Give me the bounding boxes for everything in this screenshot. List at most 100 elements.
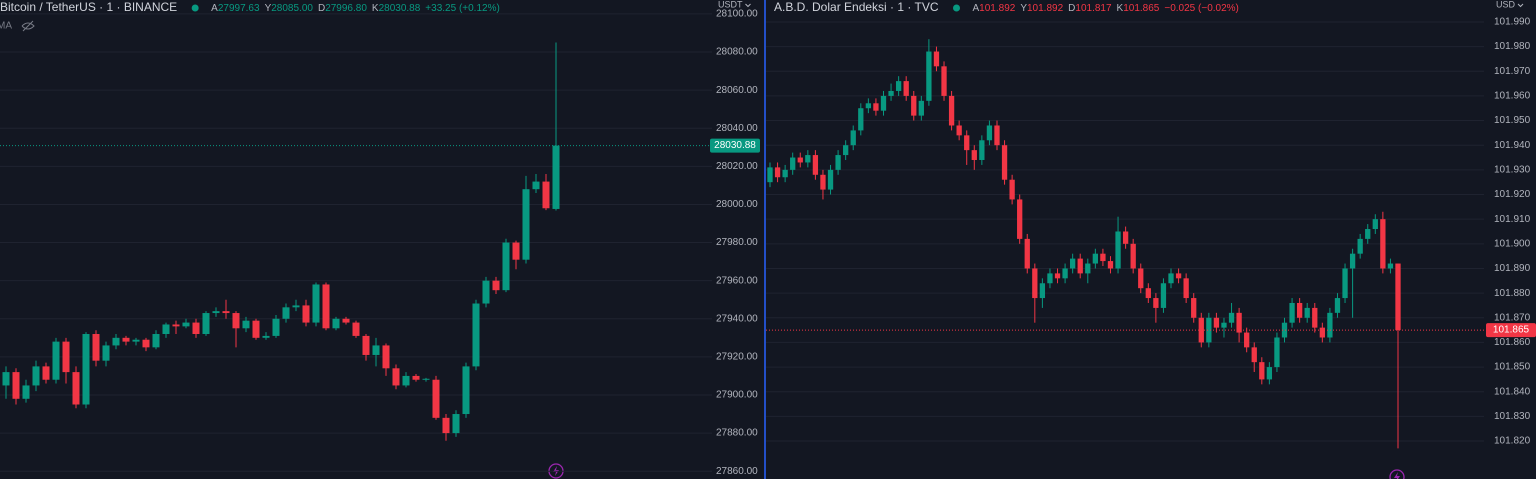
- candle-body: [1107, 261, 1114, 269]
- ohlc-legend: A27997.63 Y28085.00 D27996.80 K28030.88 +33.…: [211, 3, 500, 14]
- candle-body: [392, 368, 400, 386]
- y-tick-label: 101.980: [1494, 41, 1531, 52]
- candle-body: [1274, 337, 1280, 368]
- candle-body: [820, 174, 826, 190]
- candle-body: [767, 167, 773, 183]
- y-tick-label: 28000.00: [716, 199, 758, 210]
- chart-header: A.B.D. Dolar Endeksi · 1 · TVC: [774, 0, 939, 14]
- y-tick-label: 101.960: [1494, 91, 1531, 102]
- candle-body: [412, 375, 420, 380]
- y-tick-label: 101.820: [1494, 436, 1531, 447]
- candle-body: [422, 378, 430, 380]
- y-tick-label: 101.860: [1494, 337, 1531, 348]
- candle-body: [402, 375, 410, 386]
- candle-body: [482, 280, 490, 304]
- y-tick-label: 101.840: [1494, 386, 1531, 397]
- candle-body: [1236, 312, 1242, 333]
- icon-bolt[interactable]: [1394, 472, 1400, 479]
- candle-body: [979, 140, 985, 160]
- unit-caret[interactable]: [1517, 3, 1524, 8]
- y-tick-label: 28040.00: [716, 123, 758, 134]
- candle-body: [462, 366, 470, 415]
- legend-key: A: [211, 3, 218, 14]
- y-tick-label: 27900.00: [716, 390, 758, 401]
- y-tick-label: 101.850: [1494, 362, 1531, 373]
- candle-body: [1342, 268, 1348, 299]
- candle-body: [222, 311, 230, 314]
- legend-value: 101.892: [1027, 3, 1064, 14]
- candle-body: [1047, 273, 1053, 284]
- candle-body: [1213, 317, 1220, 328]
- candle-body: [102, 345, 110, 361]
- y-tick-label: 101.970: [1494, 66, 1531, 77]
- candle-body: [312, 284, 320, 323]
- legend-key: D: [318, 3, 325, 14]
- candle-body: [1168, 273, 1174, 284]
- chart-title: Bitcoin / TetherUS · 1 · BINANCE: [0, 0, 177, 14]
- y-tick-label: 27960.00: [716, 275, 758, 286]
- indicator-hide-icon[interactable]: [21, 20, 35, 32]
- candle-body: [812, 155, 819, 175]
- candle-body: [262, 335, 270, 338]
- candle-body: [948, 95, 955, 126]
- candle-body: [1312, 307, 1318, 328]
- y-tick-label: 27920.00: [716, 352, 758, 363]
- candle-body: [865, 103, 872, 109]
- y-tick-label: 28060.00: [716, 85, 758, 96]
- candle-body: [1001, 145, 1008, 180]
- candle-body: [1372, 219, 1378, 230]
- candle-body: [926, 51, 932, 101]
- candle-body: [322, 284, 330, 329]
- candle-body: [1130, 243, 1136, 269]
- candle-body: [252, 320, 260, 338]
- candle-body: [212, 311, 220, 314]
- candle-body: [42, 366, 50, 380]
- candle-body: [1138, 268, 1144, 289]
- lightning-icon[interactable]: [1389, 469, 1405, 479]
- candle-body: [971, 150, 977, 160]
- candle-body: [1085, 263, 1091, 274]
- candle-body: [1191, 298, 1197, 318]
- candle-body: [1296, 302, 1303, 318]
- candle-body: [1365, 229, 1371, 239]
- candle-body: [352, 322, 360, 336]
- candle-body: [302, 305, 310, 323]
- y-tick-label: 27980.00: [716, 237, 758, 248]
- candle-body: [994, 125, 1000, 146]
- y-tick-label: 28080.00: [716, 47, 758, 58]
- candle-body: [782, 169, 788, 178]
- last-price-box: [710, 138, 760, 153]
- candle-body: [492, 280, 500, 291]
- candle-body: [1251, 347, 1257, 363]
- legend-value: 101.892: [979, 3, 1016, 14]
- candle-body: [272, 318, 280, 336]
- candle-body: [903, 81, 909, 96]
- candle-body: [797, 157, 803, 163]
- chart-title: A.B.D. Dolar Endeksi · 1 · TVC: [774, 0, 939, 14]
- candle-body: [1070, 258, 1076, 269]
- candle-body: [827, 169, 834, 190]
- ohlc-legend: A101.892 Y101.892 D101.817 K101.865 −0.025 (…: [973, 3, 1239, 14]
- candle-body: [774, 167, 781, 178]
- candle-body: [132, 339, 140, 342]
- y-tick-label: 101.870: [1494, 312, 1531, 323]
- y-tick-label: 101.930: [1494, 164, 1531, 175]
- candle-body: [1054, 273, 1061, 279]
- candle-body: [835, 155, 841, 170]
- y-tick-label: 101.830: [1494, 411, 1531, 422]
- candle-body: [1009, 179, 1015, 200]
- candle-body: [1160, 283, 1167, 308]
- unit-caret[interactable]: [745, 3, 751, 8]
- legend-value: 28030.88: [379, 3, 421, 14]
- candle-body: [542, 181, 550, 209]
- candle-body: [442, 417, 450, 434]
- icon-ring[interactable]: [1389, 469, 1405, 479]
- y-tick-label: 101.880: [1494, 288, 1531, 299]
- candle-body: [362, 335, 370, 355]
- legend-key: A: [973, 3, 980, 14]
- candle-body: [941, 66, 947, 96]
- candle-body: [858, 108, 864, 131]
- legend-value: 27996.80: [325, 3, 367, 14]
- axis-unit: USD: [1496, 0, 1516, 9]
